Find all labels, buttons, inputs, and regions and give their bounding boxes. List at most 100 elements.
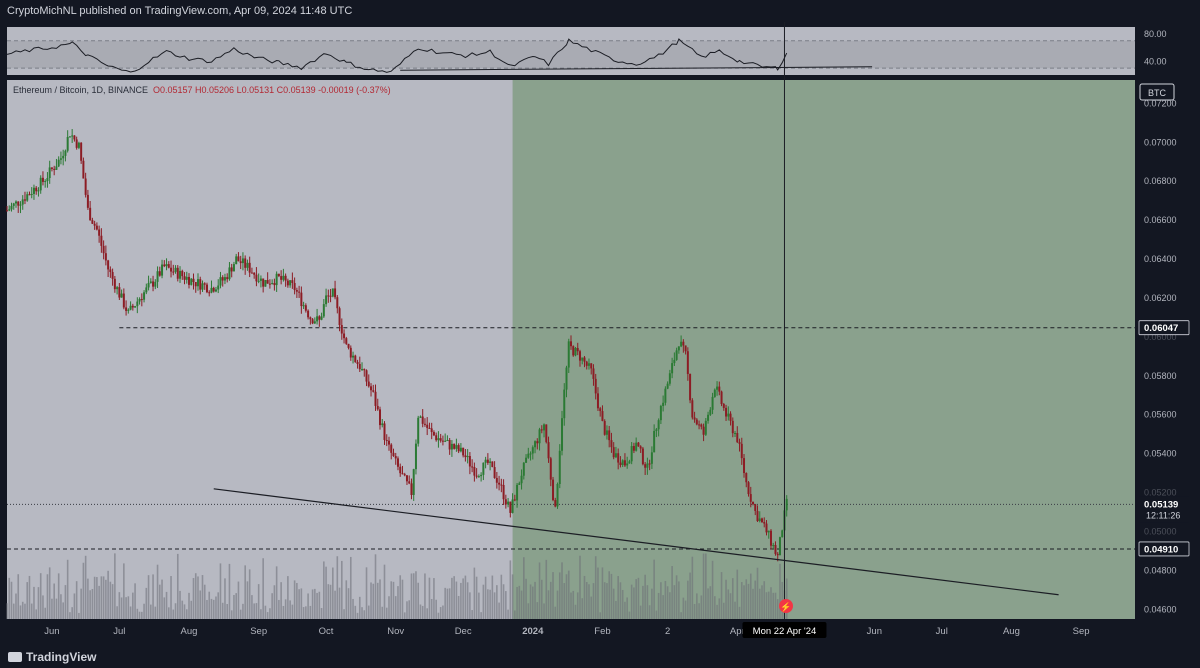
candle-body <box>190 278 193 285</box>
price-axis[interactable]: BTC 0.07200 0.07000 0.06800 0.06600 0.06400 0… <box>1138 83 1190 614</box>
candle-body <box>556 484 559 507</box>
volume-bar <box>469 592 471 619</box>
time-tick-label: Sep <box>1073 626 1090 637</box>
candle-body <box>358 363 361 370</box>
time-tick-label: Dec <box>455 626 472 637</box>
volume-bar <box>484 576 487 619</box>
volume-bar <box>749 573 752 619</box>
rsi-pane: 80.00 40.00 <box>6 27 1167 75</box>
volume-bar <box>82 562 85 619</box>
candle-body <box>120 293 123 298</box>
candle-body <box>563 389 566 419</box>
volume-bar <box>10 581 13 619</box>
candle-body <box>587 363 590 366</box>
currency-badge[interactable] <box>1139 83 1175 101</box>
volume-bar <box>197 576 199 619</box>
candle-body <box>311 319 314 324</box>
volume-bar <box>630 584 633 619</box>
volume-bar <box>671 566 673 619</box>
candle-body <box>511 499 514 513</box>
volume-bar <box>655 610 658 619</box>
candle-body <box>158 271 161 276</box>
volume-bar <box>576 592 579 619</box>
volume-bar <box>451 577 453 619</box>
volume-bar <box>430 599 433 619</box>
candle-body <box>729 413 732 421</box>
candle-body <box>50 167 53 169</box>
candle-body <box>349 347 352 358</box>
candle-body <box>664 388 667 403</box>
volume-bar <box>150 604 152 619</box>
volume-bar <box>554 606 557 619</box>
volume-bar <box>745 579 748 619</box>
volume-bar <box>473 567 476 619</box>
candle-body <box>567 341 570 368</box>
candle-body <box>778 537 781 556</box>
candle-body <box>437 438 440 441</box>
volume-bar <box>237 581 240 619</box>
volume-bar <box>385 607 388 619</box>
candle-body <box>149 281 152 284</box>
volume-bar <box>194 573 197 619</box>
candle-body <box>102 245 105 254</box>
candle-body <box>468 455 471 467</box>
candle-body <box>318 316 321 320</box>
candle-body <box>10 205 13 210</box>
candle-body <box>628 461 631 464</box>
time-axis[interactable]: Jun Jul Aug Sep Oct Nov Dec 2024 Feb 2 Apr Jun Jul Au… <box>44 622 1090 638</box>
candle-body <box>370 386 373 391</box>
volume-bar <box>740 582 743 619</box>
candle-body <box>740 443 743 459</box>
tradingview-logo[interactable]: TradingView <box>8 650 96 664</box>
candle-body <box>167 264 170 268</box>
candle-body <box>131 305 134 308</box>
volume-bar <box>487 589 489 619</box>
candle-body <box>612 447 615 458</box>
volume-bar <box>552 572 554 619</box>
volume-bar <box>572 590 575 619</box>
volume-bar <box>453 576 455 619</box>
volume-bar <box>147 575 150 619</box>
candle-body <box>666 383 669 389</box>
volume-bar <box>705 553 707 619</box>
volume-bar <box>114 553 116 619</box>
volume-bar <box>134 583 136 619</box>
volume-bar <box>520 590 523 619</box>
alert-icon[interactable]: ⚡ <box>779 599 793 613</box>
candle-body <box>446 440 449 442</box>
candle-body <box>39 177 42 191</box>
candle-body <box>718 386 721 392</box>
candle-body <box>603 420 606 435</box>
volume-bar <box>221 602 224 619</box>
candle-body <box>502 485 505 500</box>
candle-body <box>686 351 689 374</box>
volume-bar <box>471 610 473 619</box>
candle-body <box>565 367 568 390</box>
volume-bar <box>37 587 40 619</box>
candle-body <box>507 501 510 505</box>
candle-body <box>64 150 67 156</box>
volume-bar <box>565 574 568 619</box>
volume-bar <box>163 597 166 619</box>
candle-body <box>93 223 96 226</box>
volume-bar <box>617 576 619 619</box>
candle-body <box>334 288 337 298</box>
volume-bar <box>525 578 527 619</box>
price-tick-label: 0.05800 <box>1144 371 1177 381</box>
candle-body <box>212 287 215 292</box>
volume-bar <box>518 585 521 619</box>
volume-bar <box>327 584 330 619</box>
volume-bar <box>725 579 727 619</box>
candle-body <box>181 270 184 277</box>
volume-bar <box>30 603 33 619</box>
volume-bar <box>80 588 82 619</box>
volume-bar <box>57 573 60 619</box>
volume-bar <box>534 581 536 619</box>
candle-body <box>421 416 424 424</box>
volume-bar <box>424 573 426 619</box>
candle-body <box>657 420 660 430</box>
volume-bar <box>594 556 597 619</box>
candle-body <box>23 199 26 201</box>
volume-bar <box>343 609 345 619</box>
